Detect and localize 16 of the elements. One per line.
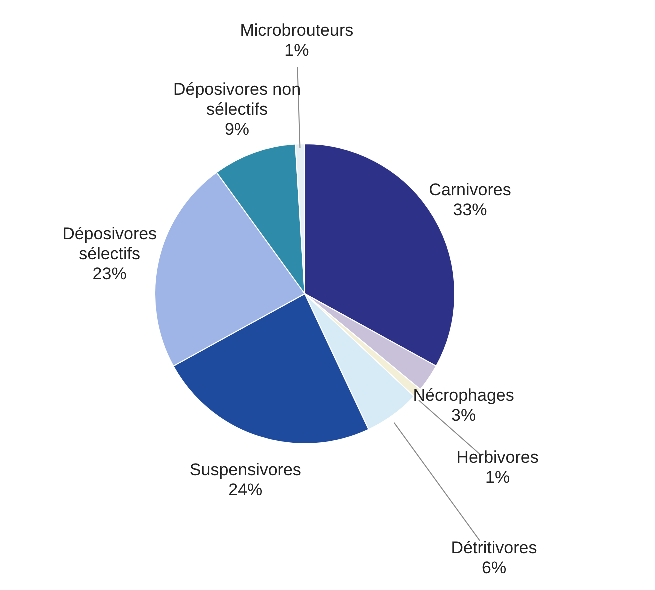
data-label: 1%	[485, 468, 510, 487]
slice-label: Déposivores non sélectifs	[173, 80, 302, 119]
data-label: 6%	[482, 558, 507, 578]
data-label: 9%	[224, 120, 250, 139]
data-label: 1%	[284, 41, 310, 60]
data-label: 3%	[452, 406, 476, 425]
slice-label: Carnivores	[429, 180, 512, 200]
data-label: 33%	[453, 200, 488, 220]
slice-label: Herbivores	[456, 448, 539, 467]
data-label: 24%	[228, 480, 263, 500]
data-label: 23%	[92, 264, 127, 284]
slice-label: Détritivores	[451, 538, 538, 558]
slice-label: Suspensivores	[190, 460, 302, 480]
slice-label: Nécrophages	[413, 386, 514, 405]
slice-label: Déposivores sélectifs	[62, 224, 158, 264]
slice-label: Microbrouteurs	[240, 21, 354, 40]
